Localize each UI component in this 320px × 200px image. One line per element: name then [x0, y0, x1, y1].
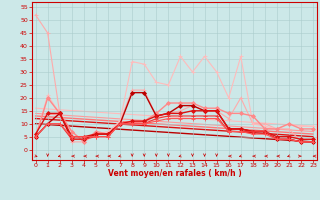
X-axis label: Vent moyen/en rafales ( km/h ): Vent moyen/en rafales ( km/h )	[108, 169, 241, 178]
